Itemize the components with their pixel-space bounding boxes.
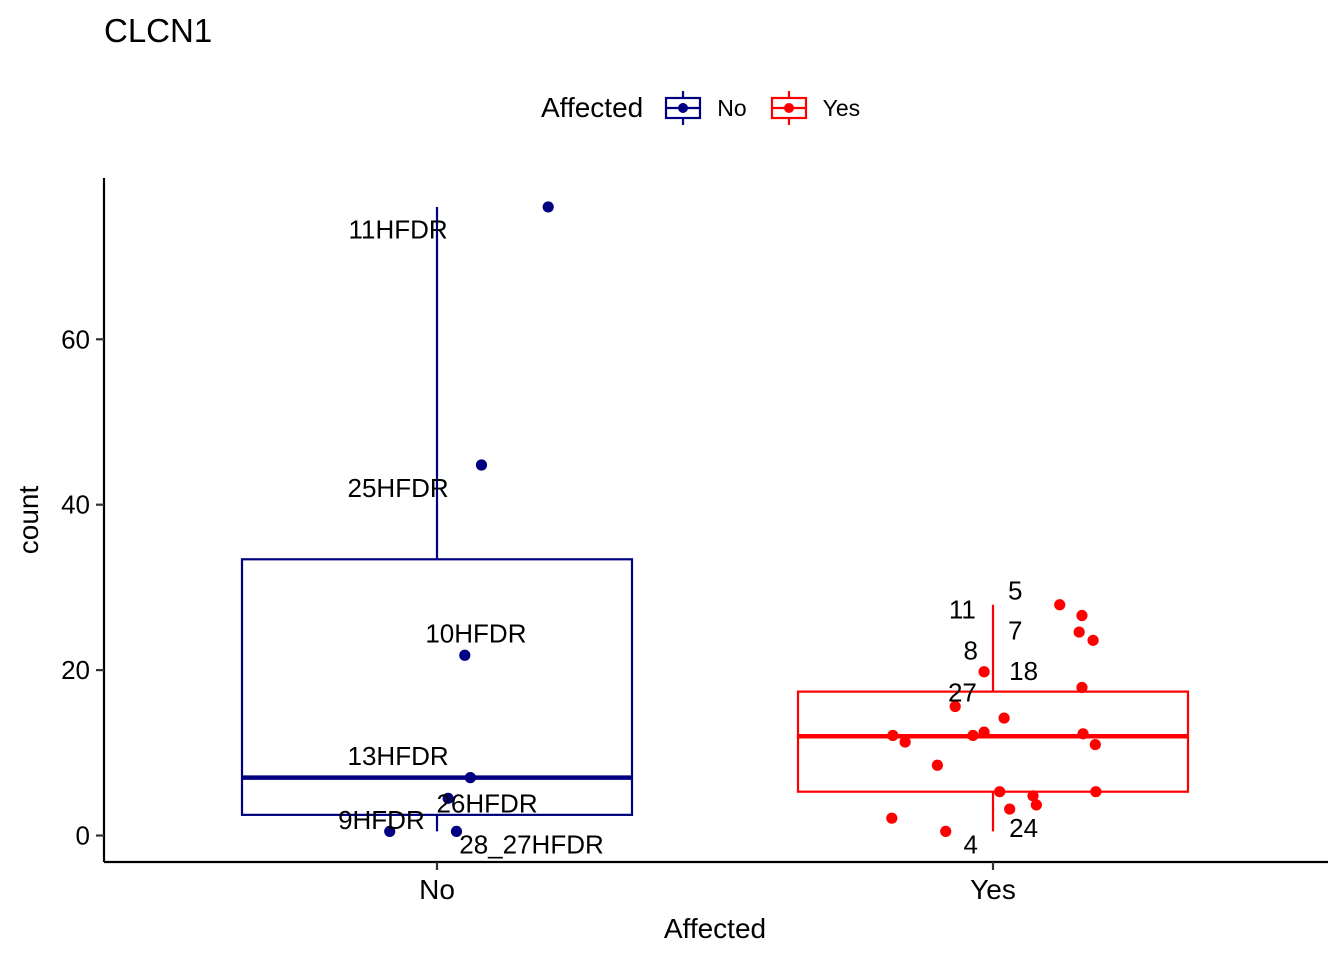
data-point: [442, 792, 454, 804]
point-label: 5: [1008, 576, 1022, 606]
data-point: [886, 812, 898, 824]
point-label: 11: [949, 595, 976, 625]
data-point: [887, 729, 899, 742]
point-label: 24: [1009, 813, 1038, 843]
data-point: [475, 459, 488, 471]
data-point: [1027, 790, 1039, 802]
x-axis-title: Affected: [664, 913, 766, 944]
data-point: [994, 786, 1006, 798]
data-point: [459, 649, 471, 661]
point-label: 4: [964, 830, 978, 860]
point-label: 25HFDR: [348, 473, 449, 503]
point-label: 11HFDR: [348, 214, 447, 244]
point-label: 9HFDR: [338, 805, 425, 835]
data-point: [998, 712, 1010, 724]
points-layer: [384, 201, 1102, 837]
data-point: [899, 736, 911, 748]
data-point: [949, 700, 961, 713]
data-point: [1004, 803, 1016, 815]
point-label: 28_27HFDR: [459, 830, 604, 860]
box-no: [240, 558, 634, 816]
data-point: [967, 729, 979, 742]
data-point: [1076, 609, 1088, 622]
y-axis-title: count: [13, 486, 44, 555]
data-point: [450, 825, 463, 837]
legend-key-no: No: [663, 88, 754, 128]
data-point: [978, 666, 990, 678]
point-labels-layer: 11HFDR 25HFDR 10HFDR 13HFDR 26HFDR 9HFDR 28_27…: [338, 214, 1038, 859]
chart-title: CLCN1: [104, 12, 213, 49]
legend-key-yes: Yes: [769, 88, 869, 128]
axes-layer: 0 20 40 60 No Yes: [61, 178, 1328, 905]
data-point: [931, 759, 944, 771]
data-point: [940, 825, 952, 837]
box-yes: [796, 690, 1190, 793]
y-tick-label: 0: [76, 821, 90, 851]
point-label: 18: [1009, 656, 1038, 686]
legend-title: Affected: [541, 92, 644, 123]
legend: Affected No Yes: [541, 86, 882, 130]
x-tick-label: No: [419, 874, 455, 905]
data-point: [1089, 738, 1101, 751]
point-label: 10HFDR: [425, 619, 526, 649]
boxes-layer: [240, 206, 1190, 832]
legend-label-yes: Yes: [822, 94, 861, 121]
y-tick-label: 60: [61, 324, 90, 354]
data-point: [384, 825, 396, 837]
data-point: [1076, 681, 1088, 694]
data-point: [1030, 799, 1042, 811]
data-point: [978, 726, 990, 738]
data-point: [1054, 599, 1066, 611]
data-point: [542, 201, 554, 213]
point-label: 27: [948, 677, 977, 707]
data-point: [1077, 728, 1089, 740]
x-tick-label: Yes: [970, 874, 1016, 905]
point-label: 26HFDR: [436, 788, 537, 818]
y-tick-label: 20: [61, 655, 90, 685]
point-label: 8: [964, 635, 978, 665]
point-label: 13HFDR: [348, 741, 449, 771]
legend-swatch-no: [665, 91, 702, 125]
data-point: [1087, 634, 1099, 646]
point-label: 7: [1008, 615, 1022, 645]
data-point: [464, 772, 476, 784]
legend-swatch-yes: [770, 91, 807, 125]
data-point: [1090, 786, 1102, 798]
y-tick-label: 40: [61, 490, 90, 520]
legend-label-no: No: [717, 94, 747, 121]
data-point: [1073, 626, 1085, 638]
